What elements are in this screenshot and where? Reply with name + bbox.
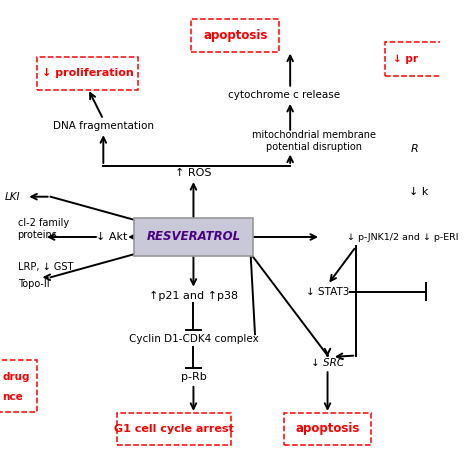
- Text: ↑p21 and ↑p38: ↑p21 and ↑p38: [149, 291, 238, 301]
- Text: cytochrome c release: cytochrome c release: [228, 90, 340, 100]
- Text: mitochondrial membrane: mitochondrial membrane: [252, 130, 376, 140]
- Text: ↓ STAT3: ↓ STAT3: [306, 286, 349, 297]
- Text: ↓ k: ↓ k: [409, 187, 428, 197]
- Text: drug: drug: [2, 372, 30, 382]
- FancyBboxPatch shape: [134, 218, 253, 256]
- Text: ↓ Akt: ↓ Akt: [96, 232, 128, 242]
- Text: p-Rb: p-Rb: [181, 372, 206, 382]
- Text: DNA fragmentation: DNA fragmentation: [53, 120, 154, 131]
- FancyBboxPatch shape: [0, 360, 37, 412]
- Text: Topo-II: Topo-II: [18, 279, 49, 290]
- Text: nce: nce: [2, 392, 23, 402]
- FancyBboxPatch shape: [37, 57, 138, 90]
- Text: proteins: proteins: [18, 229, 57, 240]
- Text: cl-2 family: cl-2 family: [18, 218, 69, 228]
- Text: Cyclin D1-CDK4 complex: Cyclin D1-CDK4 complex: [128, 334, 258, 344]
- Text: G1 cell cycle arrest: G1 cell cycle arrest: [114, 424, 234, 434]
- FancyBboxPatch shape: [191, 19, 279, 52]
- Text: potential disruption: potential disruption: [266, 142, 362, 152]
- Text: apoptosis: apoptosis: [203, 29, 267, 42]
- Text: LKI: LKI: [4, 191, 20, 202]
- Text: ↓ p-JNK1/2 and ↓ p-ERI: ↓ p-JNK1/2 and ↓ p-ERI: [347, 233, 459, 241]
- Text: LRP, ↓ GST: LRP, ↓ GST: [18, 262, 73, 272]
- Text: ↑ ROS: ↑ ROS: [175, 168, 212, 178]
- Text: apoptosis: apoptosis: [295, 422, 360, 436]
- Text: R: R: [411, 144, 419, 155]
- FancyBboxPatch shape: [385, 42, 446, 76]
- Text: ↓ proliferation: ↓ proliferation: [42, 68, 134, 79]
- FancyBboxPatch shape: [117, 413, 231, 445]
- FancyBboxPatch shape: [283, 413, 372, 445]
- Text: ↓ SRC: ↓ SRC: [311, 357, 344, 368]
- Text: RESVERATROL: RESVERATROL: [146, 230, 240, 244]
- Text: ↓ pr: ↓ pr: [393, 54, 419, 64]
